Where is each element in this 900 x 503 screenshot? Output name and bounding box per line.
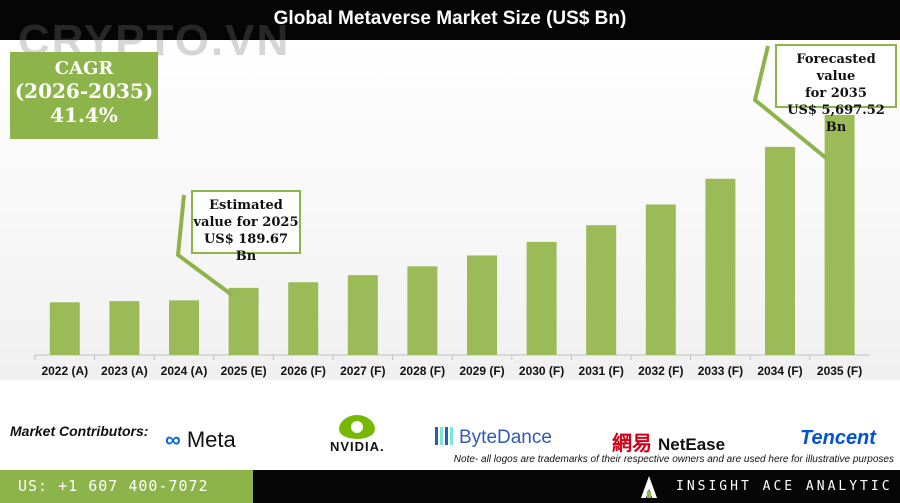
chart-title: Global Metaverse Market Size (US$ Bn) bbox=[273, 8, 627, 29]
callout-2025-line1: Estimated bbox=[209, 198, 283, 213]
x-tick-label: 2035 (F) bbox=[817, 364, 862, 378]
callout-2025-line3: US$ 189.67 Bn bbox=[203, 232, 289, 264]
x-tick-label: 2033 (F) bbox=[698, 364, 743, 378]
x-tick-label: 2029 (F) bbox=[459, 364, 504, 378]
phone-number: US: +1 607 400-7072 bbox=[0, 470, 253, 503]
meta-logo: ∞ Meta bbox=[165, 427, 236, 453]
bytedance-bars-icon bbox=[435, 427, 455, 445]
callout-2035-line2: for 2035 bbox=[805, 86, 867, 101]
x-tick-label: 2025 (E) bbox=[221, 364, 267, 378]
nvidia-eye-icon bbox=[339, 415, 376, 439]
x-tick-label: 2026 (F) bbox=[281, 364, 326, 378]
meta-infinity-icon: ∞ bbox=[165, 427, 181, 452]
x-tick-label: 2031 (F) bbox=[579, 364, 624, 378]
bar-2028 bbox=[407, 266, 438, 355]
meta-logo-text: Meta bbox=[186, 427, 236, 452]
callout-2035-line1: Forecasted value bbox=[796, 52, 876, 84]
bar-2030 bbox=[526, 241, 557, 355]
bar-2024 bbox=[169, 300, 199, 355]
bar-2023 bbox=[109, 301, 140, 355]
x-tick-label: 2034 (F) bbox=[757, 364, 802, 378]
bytedance-logo: ByteDance bbox=[435, 427, 552, 449]
nvidia-logo-text: NVIDIA. bbox=[330, 439, 385, 454]
header-bar: Global Metaverse Market Size (US$ Bn) bbox=[0, 0, 900, 40]
bar-chart: 2022 (A) 2023 (A) 2024 (A) 2025 (E) 2026 (F)… bbox=[34, 45, 870, 378]
footer-bar: US: +1 607 400-7072 INSIGHT ACE ANALYTIC bbox=[0, 470, 900, 503]
bar-2032 bbox=[645, 204, 676, 355]
cagr-period: (2026-2035) bbox=[14, 79, 154, 103]
contributors-label: Market Contributors: bbox=[10, 423, 149, 439]
trademark-note: Note- all logos are trademarks of their … bbox=[453, 454, 894, 465]
bar-2025 bbox=[228, 287, 259, 355]
callout-2025-line2: value for 2025 bbox=[193, 215, 299, 230]
bar-2026 bbox=[288, 282, 319, 355]
brand-name: INSIGHT ACE ANALYTIC bbox=[676, 479, 893, 494]
bar-2022 bbox=[49, 302, 80, 355]
x-tick-label: 2022 (A) bbox=[41, 364, 88, 378]
bar-2033 bbox=[705, 178, 736, 355]
bar-2029 bbox=[467, 255, 497, 355]
x-tick-label: 2030 (F) bbox=[519, 364, 564, 378]
tencent-logo: Tencent bbox=[800, 427, 876, 449]
cagr-label: CAGR bbox=[54, 58, 114, 79]
callout-2025-connector bbox=[175, 194, 234, 297]
callout-2035-line3: US$ 5,697.52 Bn bbox=[787, 103, 885, 135]
cagr-value: 41.4% bbox=[50, 103, 118, 127]
bar-2034 bbox=[765, 146, 795, 355]
netease-logo-text: NetEase bbox=[658, 435, 726, 454]
callout-2025: Estimated value for 2025 US$ 189.67 Bn bbox=[191, 190, 301, 264]
bar-2035 bbox=[824, 115, 855, 355]
x-tick-label: 2024 (A) bbox=[161, 364, 208, 378]
insightace-logo-icon bbox=[641, 476, 657, 498]
cagr-box: CAGR (2026-2035) 41.4% bbox=[10, 52, 158, 139]
netease-logo: 網易 NetEase bbox=[612, 427, 725, 456]
bytedance-logo-text: ByteDance bbox=[459, 427, 552, 448]
x-tick-label: 2027 (F) bbox=[340, 364, 385, 378]
callout-2035-connector bbox=[752, 45, 828, 160]
x-tick-label: 2032 (F) bbox=[638, 364, 683, 378]
nvidia-logo: NVIDIA. bbox=[330, 415, 385, 454]
bar-2031 bbox=[586, 225, 617, 355]
callout-2035: Forecasted value for 2035 US$ 5,697.52 B… bbox=[775, 44, 897, 135]
x-tick-label: 2028 (F) bbox=[400, 364, 445, 378]
netease-cn-text: 網易 bbox=[612, 433, 652, 455]
logos-strip: Market Contributors: ∞ Meta NVIDIA. Byte… bbox=[0, 405, 900, 470]
bar-2027 bbox=[347, 275, 378, 355]
x-tick-label: 2023 (A) bbox=[101, 364, 148, 378]
